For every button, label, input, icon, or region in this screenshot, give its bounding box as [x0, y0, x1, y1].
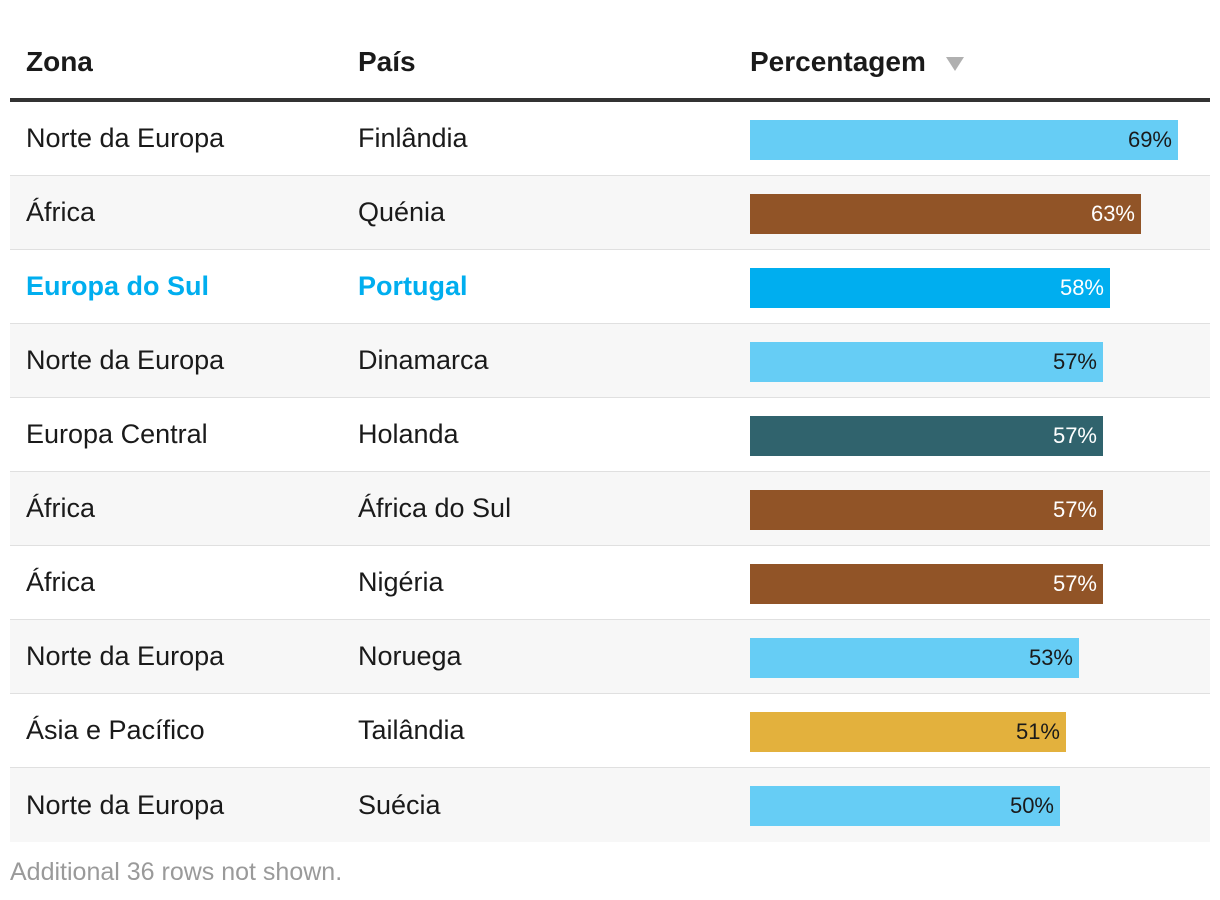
cell-zona: Ásia e Pacífico	[26, 715, 205, 745]
cell-pais: Finlândia	[358, 123, 468, 153]
cell-percentagem: 51%	[750, 712, 1210, 752]
table-row: Norte da Europa Noruega 53%	[10, 620, 1210, 694]
cell-zona: Europa do Sul	[26, 271, 210, 301]
percentage-bar: 57%	[750, 416, 1103, 456]
percentage-bar: 57%	[750, 342, 1103, 382]
percentage-bar-label: 57%	[1052, 423, 1097, 448]
percentage-bar-label: 57%	[1052, 571, 1097, 596]
data-table: Zona País Percentagem Norte da Europa Fin…	[10, 28, 1210, 842]
percentage-bar-label: 58%	[1059, 275, 1104, 300]
cell-percentagem: 58%	[750, 268, 1210, 308]
cell-pais: Portugal	[358, 271, 468, 301]
column-header-zona-label: Zona	[26, 46, 93, 77]
percentage-bar: 63%	[750, 194, 1141, 234]
cell-pais: Holanda	[358, 419, 459, 449]
table-row: África África do Sul 57%	[10, 472, 1210, 546]
cell-percentagem: 57%	[750, 490, 1210, 530]
percentage-bar: 51%	[750, 712, 1066, 752]
column-header-percentagem[interactable]: Percentagem	[750, 46, 964, 78]
cell-pais: Noruega	[358, 641, 462, 671]
cell-zona: África	[26, 567, 96, 597]
percentage-bar-label: 53%	[1028, 645, 1073, 670]
percentage-bar-label: 50%	[1009, 793, 1054, 818]
table-row: África Nigéria 57%	[10, 546, 1210, 620]
percentage-bar-label: 69%	[1127, 127, 1172, 152]
table-row: Norte da Europa Suécia 50%	[10, 768, 1210, 842]
table-row: Europa do Sul Portugal 58%	[10, 250, 1210, 324]
table-row: Europa Central Holanda 57%	[10, 398, 1210, 472]
column-header-percentagem-label: Percentagem	[750, 46, 926, 77]
table-row: África Quénia 63%	[10, 176, 1210, 250]
table-body: Norte da Europa Finlândia 69% África Quénia 6…	[10, 102, 1210, 842]
cell-zona: Norte da Europa	[26, 345, 225, 375]
percentage-bar-label: 51%	[1015, 719, 1060, 744]
percentage-bar: 69%	[750, 120, 1178, 160]
cell-zona: África	[26, 197, 96, 227]
cell-zona: Norte da Europa	[26, 641, 225, 671]
cell-percentagem: 69%	[750, 120, 1210, 160]
percentage-bar: 53%	[750, 638, 1079, 678]
cell-zona: Norte da Europa	[26, 123, 225, 153]
cell-pais: Nigéria	[358, 567, 444, 597]
cell-zona: África	[26, 493, 96, 523]
table-row: Ásia e Pacífico Tailândia 51%	[10, 694, 1210, 768]
percentage-bar: 50%	[750, 786, 1060, 826]
cell-percentagem: 53%	[750, 638, 1210, 678]
footnote: Additional 36 rows not shown.	[10, 858, 343, 886]
cell-pais: África do Sul	[358, 493, 512, 523]
table-row: Norte da Europa Dinamarca 57%	[10, 324, 1210, 398]
table-row: Norte da Europa Finlândia 69%	[10, 102, 1210, 176]
table-header: Zona País Percentagem	[10, 28, 1210, 102]
percentage-bar: 58%	[750, 268, 1110, 308]
cell-percentagem: 50%	[750, 786, 1210, 826]
percentage-bar: 57%	[750, 564, 1103, 604]
cell-zona: Europa Central	[26, 419, 208, 449]
percentage-bar-label: 57%	[1052, 497, 1097, 522]
cell-pais: Suécia	[358, 789, 441, 820]
cell-pais: Dinamarca	[358, 345, 489, 375]
sort-descending-icon[interactable]	[945, 56, 964, 71]
percentage-bar: 57%	[750, 490, 1103, 530]
cell-percentagem: 57%	[750, 342, 1210, 382]
column-header-zona[interactable]: Zona	[26, 46, 93, 78]
cell-zona: Norte da Europa	[26, 789, 225, 820]
cell-percentagem: 57%	[750, 564, 1210, 604]
cell-pais: Quénia	[358, 197, 446, 227]
cell-percentagem: 57%	[750, 416, 1210, 456]
column-header-pais[interactable]: País	[358, 46, 416, 78]
cell-pais: Tailândia	[358, 715, 465, 745]
cell-percentagem: 63%	[750, 194, 1210, 234]
column-header-pais-label: País	[358, 46, 416, 77]
percentage-bar-label: 63%	[1090, 201, 1135, 226]
percentage-bar-label: 57%	[1052, 349, 1097, 374]
